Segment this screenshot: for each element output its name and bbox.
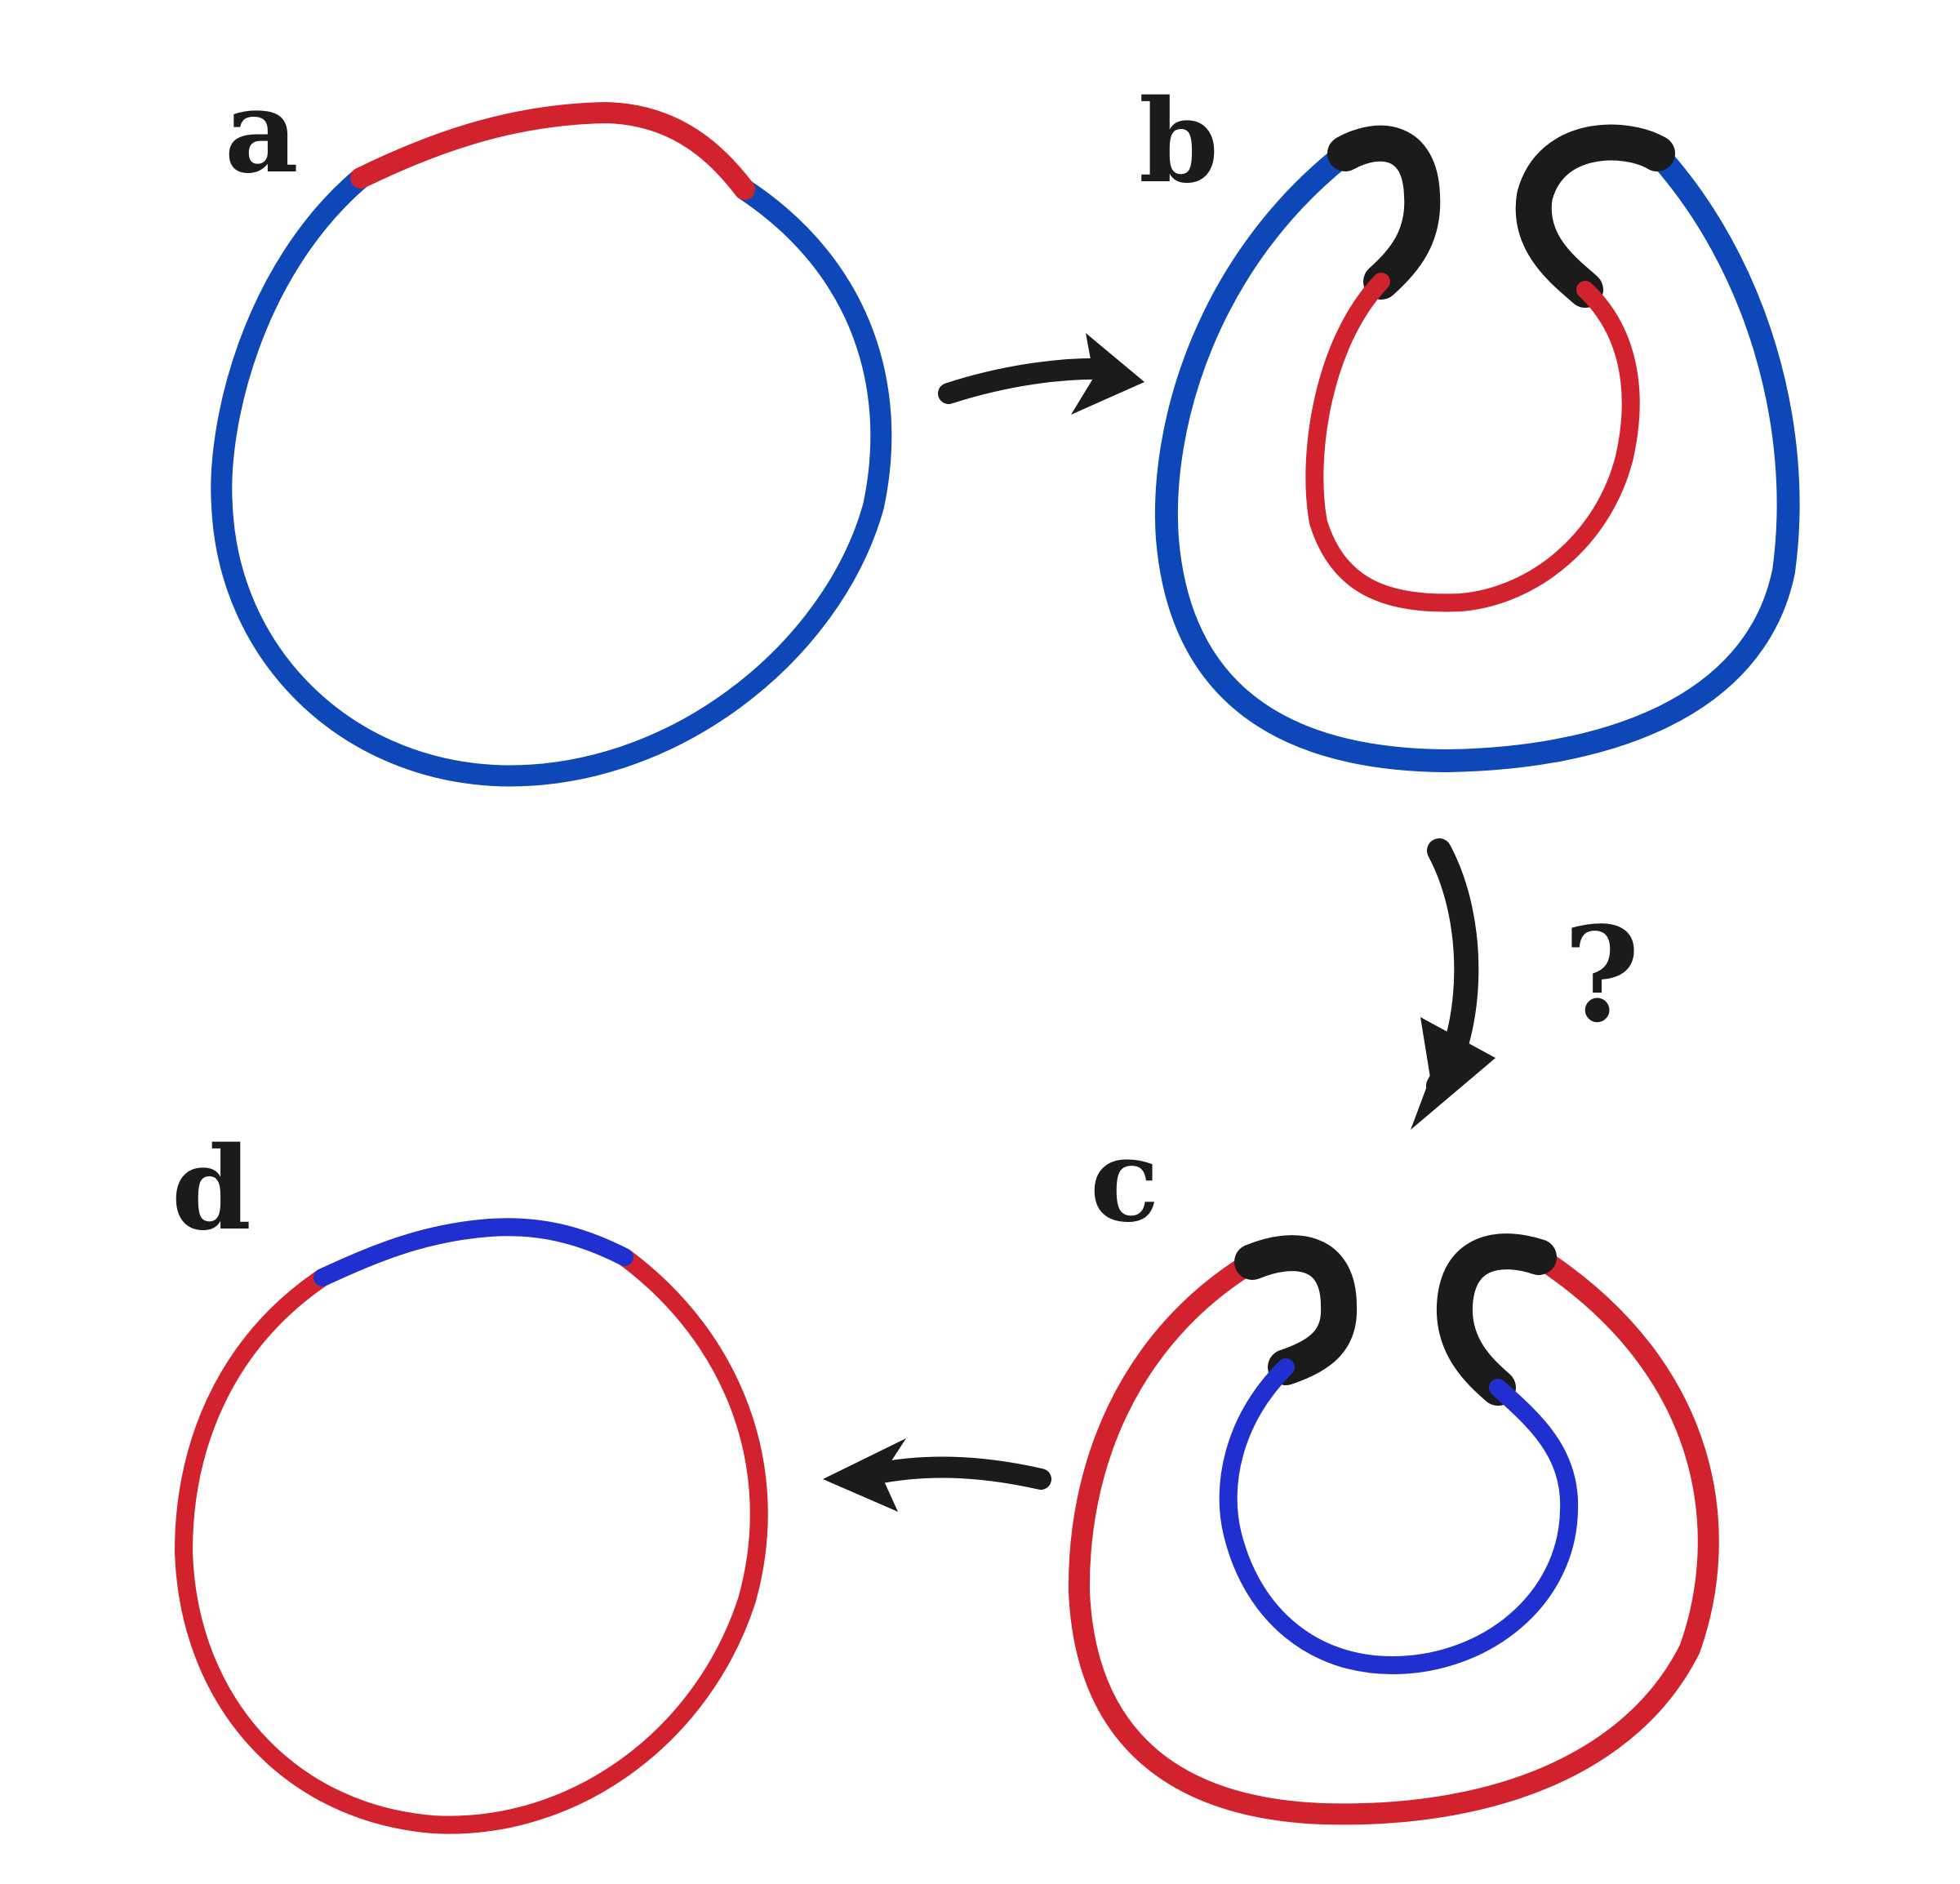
arrow-c-to-d bbox=[823, 1438, 1051, 1512]
panel-a-label: a bbox=[224, 65, 299, 199]
panel-c-right-hook bbox=[1436, 1233, 1557, 1406]
panel-d-red-arc bbox=[175, 1248, 768, 1834]
transition-question-mark: ? bbox=[1563, 898, 1640, 1051]
panel-b-right-hook bbox=[1515, 124, 1675, 308]
panel-c-blue-inner-loop bbox=[1219, 1358, 1579, 1674]
panel-b-label: b bbox=[1139, 75, 1219, 209]
panel-c-left-hook bbox=[1234, 1235, 1358, 1385]
panel-c-label: c bbox=[1090, 1114, 1159, 1248]
panel-d-label: d bbox=[171, 1122, 251, 1256]
arrow-a-to-b bbox=[938, 333, 1144, 415]
panel-c: c bbox=[1068, 1114, 1719, 1825]
panel-d: d bbox=[171, 1122, 768, 1834]
panel-c-red-outer-arc bbox=[1068, 1246, 1719, 1825]
panel-b-blue-outer-arc bbox=[1154, 142, 1800, 772]
panel-b-left-hook bbox=[1327, 125, 1441, 300]
panel-d-blue-segment bbox=[313, 1218, 633, 1286]
arrow-b-to-c: ? bbox=[1411, 838, 1640, 1130]
panel-a-blue-arc bbox=[211, 167, 892, 787]
panel-b-red-inner-loop bbox=[1305, 273, 1640, 612]
panel-a: a bbox=[211, 65, 892, 787]
panel-b: b bbox=[1139, 75, 1800, 772]
panel-a-red-segment bbox=[350, 102, 755, 200]
